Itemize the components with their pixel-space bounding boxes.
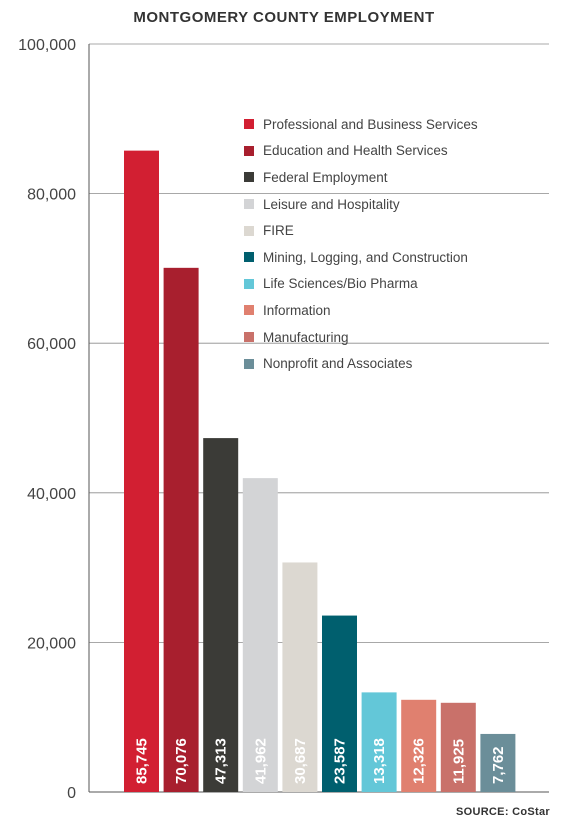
y-tick-label: 40,000 (27, 486, 76, 503)
legend-label: Information (263, 302, 331, 318)
legend-swatch (244, 172, 254, 183)
legend-swatch (244, 332, 254, 343)
bar-value-label: 30,687 (292, 738, 309, 784)
bars (124, 150, 516, 793)
bar (322, 615, 357, 792)
legend-item: Life Sciences/Bio Pharma (244, 271, 478, 298)
legend-swatch (244, 199, 254, 210)
legend-label: Professional and Business Services (263, 116, 478, 132)
bar-value-label: 47,313 (213, 738, 230, 784)
bar (163, 267, 199, 792)
y-tick-label: 20,000 (27, 635, 76, 652)
bar (440, 702, 476, 792)
legend-item: Information (244, 297, 478, 324)
bar (361, 692, 397, 792)
y-tick-label: 60,000 (27, 336, 76, 353)
bar (124, 150, 159, 793)
bar-value-label: 70,076 (173, 738, 190, 784)
bar (282, 562, 318, 792)
source-note: SOURCE: CoStar (455, 806, 550, 818)
y-tick-label: 100,000 (18, 37, 76, 54)
legend-label: Federal Employment (263, 169, 388, 185)
bar-value-labels: 85,745 70,076 47,313 41,962 30,687 23,587 13,3… (134, 738, 507, 784)
bar-value-label: 7,762 (490, 746, 507, 784)
legend-item: Leisure and Hospitality (244, 191, 478, 218)
bar-value-label: 41,962 (252, 738, 269, 784)
legend-swatch (244, 225, 254, 236)
legend-label: Life Sciences/Bio Pharma (263, 276, 418, 292)
legend-item: Nonprofit and Associates (244, 350, 478, 377)
bar-value-label: 85,745 (134, 738, 151, 784)
legend-item: Education and Health Services (244, 138, 478, 165)
bar-value-label: 11,925 (450, 739, 467, 784)
legend-swatch (244, 278, 254, 289)
legend-item: Mining, Logging, and Construction (244, 244, 478, 271)
legend-label: FIRE (263, 223, 294, 239)
legend-label: Leisure and Hospitality (263, 196, 400, 212)
y-tick-label: 80,000 (27, 187, 76, 204)
legend-item: Federal Employment (244, 164, 478, 191)
legend-item: Professional and Business Services (244, 111, 478, 138)
legend-label: Nonprofit and Associates (263, 356, 413, 372)
bar-value-label: 23,587 (332, 738, 349, 784)
legend-swatch (244, 358, 254, 369)
chart-legend: Professional and Business Services Educat… (244, 111, 478, 377)
bar-value-label: 13,318 (371, 738, 388, 784)
bar-value-label: 12,326 (411, 738, 428, 784)
chart-title: MONTGOMERY COUNTY EMPLOYMENT (133, 9, 435, 26)
gridlines (89, 43, 549, 643)
legend-swatch (244, 145, 254, 156)
y-axis-ticks: 0 20,000 40,000 60,000 80,000 100,000 (18, 37, 76, 802)
legend-item: FIRE (244, 217, 478, 244)
legend-label: Mining, Logging, and Construction (263, 249, 468, 265)
y-tick-label: 0 (67, 785, 76, 802)
bar (203, 438, 239, 792)
bar (401, 699, 437, 792)
legend-label: Manufacturing (263, 329, 349, 345)
bar (480, 733, 516, 792)
legend-label: Education and Health Services (263, 143, 448, 159)
legend-swatch (244, 252, 254, 263)
legend-swatch (244, 305, 254, 316)
legend-swatch (244, 119, 254, 130)
legend-item: Manufacturing (244, 324, 478, 351)
bar (242, 478, 278, 792)
